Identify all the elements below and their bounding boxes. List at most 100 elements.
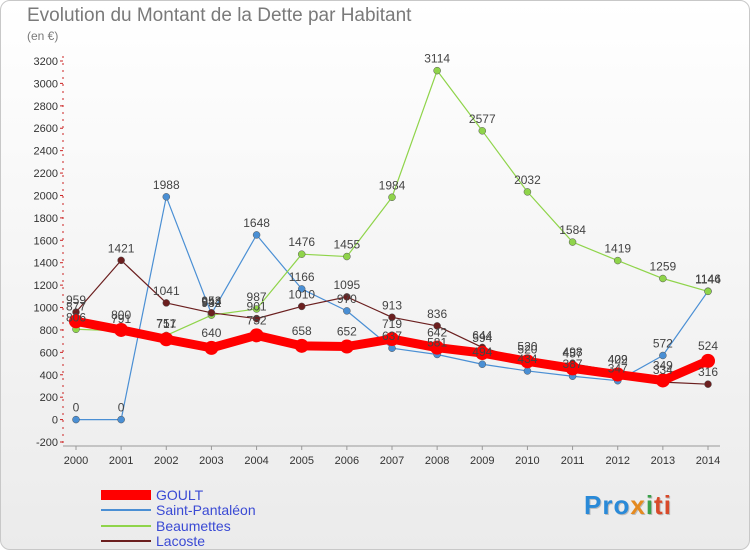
data-label-lacoste: 334 <box>653 363 673 377</box>
legend-swatch-goult <box>101 489 151 500</box>
proxiti-logo: Proxiti <box>584 490 672 520</box>
data-label-beaumettes: 2577 <box>469 112 496 126</box>
data-label-goult: 717 <box>156 317 176 331</box>
data-label-lacoste: 901 <box>247 300 267 314</box>
data-point-goult <box>701 353 715 368</box>
legend-item-beaumettes: Beaumettes <box>101 518 256 534</box>
data-label-saint-pantal-on: 581 <box>427 335 447 349</box>
data-point-beaumettes <box>523 188 532 196</box>
data-point-goult <box>204 340 219 355</box>
data-label-beaumettes: 751 <box>156 316 176 330</box>
data-label-goult: 719 <box>382 317 402 331</box>
data-label-goult: 642 <box>427 326 447 340</box>
data-label-goult: 524 <box>698 339 718 353</box>
data-label-lacoste: 644 <box>472 328 492 342</box>
data-point-lacoste <box>252 314 261 323</box>
x-tick-label: 2002 <box>154 455 178 467</box>
y-tick-label: 3000 <box>34 78 58 90</box>
data-label-saint-pantal-on: 637 <box>382 329 402 343</box>
data-label-beaumettes: 1984 <box>379 178 406 192</box>
data-point-saint-pantal-on <box>162 193 171 201</box>
data-point-goult <box>475 346 490 361</box>
data-point-goult <box>565 361 580 376</box>
data-label-lacoste: 913 <box>382 298 402 312</box>
data-point-beaumettes <box>613 256 622 265</box>
data-point-goult <box>430 340 445 355</box>
data-label-goult: 658 <box>292 324 312 338</box>
legend: GOULT Saint-Pantaléon Beaumettes Lacoste <box>101 487 256 549</box>
data-label-saint-pantal-on: 0 <box>73 401 80 415</box>
y-tick-label: 200 <box>40 392 58 404</box>
data-point-saint-pantal-on <box>117 415 125 424</box>
x-tick-label: 2004 <box>244 455 268 467</box>
data-point-goult <box>114 322 129 337</box>
data-point-beaumettes <box>388 193 396 202</box>
x-tick-label: 2007 <box>380 455 404 467</box>
x-tick-label: 2014 <box>696 455 720 467</box>
data-label-lacoste: 953 <box>201 294 221 308</box>
data-label-goult: 520 <box>517 339 537 353</box>
legend-item-saint-pantal-on: Saint-Pantaléon <box>101 502 256 519</box>
data-label-goult: 457 <box>563 346 583 360</box>
data-point-beaumettes <box>659 274 667 283</box>
data-label-saint-pantal-on: 572 <box>653 336 673 350</box>
data-point-goult <box>655 373 670 388</box>
data-label-lacoste: 429 <box>608 353 628 367</box>
data-point-goult <box>385 332 399 347</box>
data-point-beaumettes <box>252 305 261 313</box>
x-tick-label: 2008 <box>425 455 449 467</box>
data-point-saint-pantal-on <box>343 307 351 315</box>
legend-swatch-saint-pantal-on <box>101 509 151 512</box>
y-tick-label: 1400 <box>34 258 58 270</box>
data-point-lacoste <box>388 313 396 322</box>
y-tick-label: 2400 <box>34 146 58 158</box>
data-point-lacoste <box>343 293 351 301</box>
data-point-beaumettes <box>433 66 441 75</box>
data-label-goult: 800 <box>111 308 131 322</box>
chart-subtitle: (en €) <box>27 29 59 43</box>
y-tick-label: 2800 <box>34 101 58 113</box>
data-label-goult: 640 <box>201 326 221 340</box>
data-label-beaumettes: 987 <box>247 290 267 304</box>
data-label-lacoste: 1010 <box>288 287 315 301</box>
y-tick-label: 1600 <box>34 235 58 247</box>
data-label-goult: 652 <box>337 325 357 339</box>
data-point-goult <box>294 338 309 353</box>
data-label-beaumettes: 2032 <box>514 173 541 187</box>
data-point-saint-pantal-on <box>659 351 667 360</box>
x-tick-label: 2005 <box>289 455 313 467</box>
y-tick-label: 1800 <box>34 213 58 225</box>
data-point-lacoste <box>162 299 171 307</box>
legend-label-lacoste: Lacoste <box>156 533 206 550</box>
legend-label-saint-pantal-on: Saint-Pantaléon <box>156 502 256 519</box>
data-label-beaumettes: 1144 <box>695 272 721 286</box>
y-tick-label: 3200 <box>34 56 58 68</box>
data-point-lacoste <box>433 322 441 330</box>
x-tick-label: 2011 <box>561 455 585 467</box>
data-label-beaumettes: 791 <box>111 312 131 326</box>
data-point-lacoste <box>207 309 216 317</box>
data-point-lacoste <box>297 302 306 311</box>
data-point-saint-pantal-on <box>523 367 532 375</box>
data-label-beaumettes: 932 <box>201 296 221 310</box>
data-label-goult: 349 <box>653 358 673 372</box>
data-label-beaumettes: 1584 <box>559 223 586 237</box>
x-tick-label: 2006 <box>335 455 359 467</box>
data-label-lacoste: 498 <box>563 345 583 359</box>
y-tick-label: 1200 <box>34 280 58 292</box>
data-label-saint-pantal-on: 1146 <box>695 272 721 286</box>
data-point-saint-pantal-on <box>72 415 80 424</box>
data-label-saint-pantal-on: 494 <box>472 345 492 359</box>
x-tick-label: 2001 <box>109 455 133 467</box>
data-label-saint-pantal-on: 1648 <box>243 216 270 230</box>
data-point-goult <box>610 367 625 382</box>
y-tick-label: 800 <box>40 325 58 337</box>
chart-title: Evolution du Montant de la Dette par Hab… <box>27 5 412 26</box>
data-label-beaumettes: 1455 <box>334 238 361 252</box>
data-point-beaumettes <box>478 127 487 135</box>
data-label-beaumettes: 3114 <box>424 52 450 66</box>
data-label-saint-pantal-on: 944 <box>201 295 221 309</box>
legend-label-goult: GOULT <box>156 486 204 503</box>
data-point-beaumettes <box>568 238 577 246</box>
